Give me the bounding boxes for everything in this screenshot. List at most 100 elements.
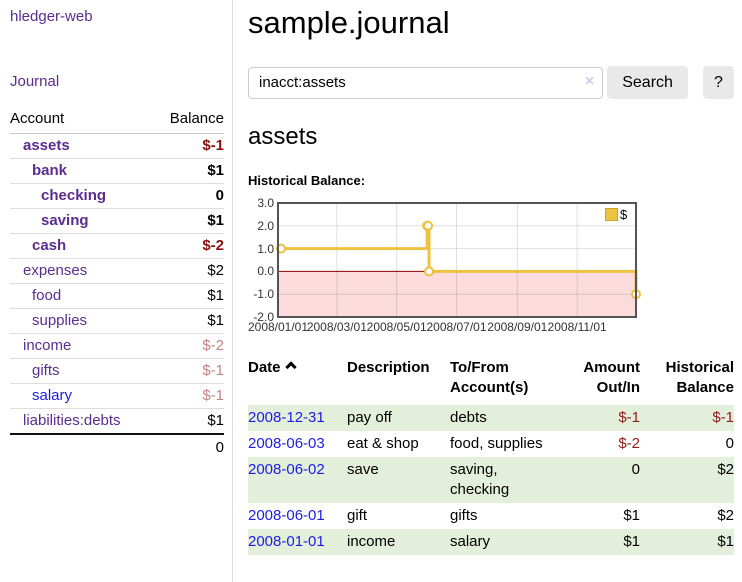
account-heading: assets [248,123,318,150]
register-row: 2008-12-31 pay off debts $-1 $-1 [248,405,734,431]
register-date-cell: 2008-06-02 [248,457,347,503]
chart-title: Historical Balance: [248,173,366,188]
transaction-date-link[interactable]: 2008-06-03 [248,435,325,452]
register-date-cell: 2008-06-01 [248,503,347,529]
register-amount-cell: $-1 [563,405,640,431]
account-row: income $-2 [10,333,224,359]
register-table-body: 2008-12-31 pay off debts $-1 $-1 2008-06-03 ea… [248,405,734,555]
register-row: 2008-06-03 eat & shop food, supplies $-2 0 [248,431,734,457]
account-link[interactable]: liabilities:debts [23,412,121,429]
register-accounts-cell: salary [450,529,563,555]
account-row: supplies $1 [10,308,224,334]
register-description-cell: income [347,529,450,555]
account-link[interactable]: gifts [32,362,60,379]
accounts-total-row: 0 [10,433,224,461]
search-input[interactable] [248,66,604,99]
account-balance: $-2 [153,233,224,259]
y-axis-tick: 2.0 [257,218,274,233]
x-axis-tick: 2008/01/01 [247,320,309,334]
search-input-wrap: × [248,66,604,99]
x-axis-tick: 2008/05/01 [366,320,427,334]
register-row: 2008-06-01 gift gifts $1 $2 [248,503,734,529]
accounts-column-balance: Balance [153,106,224,134]
register-column-accounts: To/From Account(s) [450,359,529,396]
main-content: sample.journal × Search ? assets Histori… [233,0,742,582]
account-balance: $-1 [153,383,224,409]
sidebar-item-journal[interactable]: Journal [10,73,60,90]
transaction-date-link[interactable]: 2008-06-01 [248,507,325,524]
account-link[interactable]: expenses [23,262,88,279]
account-row: gifts $-1 [10,358,224,384]
register-amount-cell: $1 [563,529,640,555]
account-balance: $1 [153,208,224,234]
account-link[interactable]: bank [32,162,68,179]
account-row: saving $1 [10,208,224,234]
account-link[interactable]: salary [32,387,73,404]
account-row: assets $-1 [10,134,224,159]
register-accounts-cell: gifts [450,507,478,524]
app-brand-link[interactable]: hledger-web [10,8,93,25]
accounts-column-account: Account [10,106,154,134]
account-link[interactable]: assets [23,137,70,154]
account-link[interactable]: supplies [32,312,88,329]
accounts-total-value: 0 [10,433,224,461]
account-row: salary $-1 [10,383,224,409]
register-balance-cell: $-1 [640,405,734,431]
register-description-cell: gift [347,507,368,524]
account-balance: $-1 [202,137,224,154]
accounts-table: Account Balance assets $-1 bank $1 checking 0… [10,106,224,461]
y-axis-tick: 0.0 [257,264,274,279]
account-link[interactable]: income [23,337,72,354]
x-axis-tick: 2008/07/01 [426,320,487,334]
account-balance: $-1 [153,358,224,384]
register-row: 2008-01-01 income salary $1 $1 [248,529,734,555]
register-row: 2008-06-02 save saving, checking 0 $2 [248,457,734,503]
account-balance: $1 [153,283,224,309]
account-balance: $1 [153,408,224,434]
account-balance: $1 [153,158,224,184]
register-column-date[interactable]: Date [248,358,347,405]
register-balance-cell: $2 [717,507,734,524]
search-button[interactable]: Search [607,66,688,99]
chart-legend: $ [605,207,627,222]
register-accounts-cell: debts [450,405,563,431]
register-accounts-cell: saving, checking [450,457,563,503]
transaction-date-link[interactable]: 2008-06-02 [248,461,325,478]
register-date-cell: 2008-01-01 [248,529,347,555]
account-link[interactable]: food [32,287,62,304]
register-accounts-cell: food, supplies [450,435,543,452]
register-column-description: Description [347,359,430,376]
y-axis-tick: 1.0 [257,241,274,256]
account-balance: $-2 [153,333,224,359]
search-row: × Search ? [248,66,734,99]
transaction-date-link[interactable]: 2008-12-31 [248,409,325,426]
transaction-date-link[interactable]: 2008-01-01 [248,533,325,550]
y-axis-tick: -1.0 [253,287,274,302]
register-amount-cell: $1 [623,507,640,524]
y-axis-tick: 3.0 [257,196,274,210]
accounts-table-header: Account Balance [10,106,224,134]
account-row: cash $-2 [10,233,224,259]
register-balance-cell: 0 [725,435,734,452]
help-button[interactable]: ? [702,66,734,99]
account-balance: $1 [153,308,224,334]
register-column-balance: Historical Balance [665,359,734,396]
register-balance-cell: $2 [640,457,734,503]
account-link[interactable]: checking [41,187,107,204]
register-date-cell: 2008-12-31 [248,405,347,431]
sort-ascending-icon [284,361,297,373]
register-description-cell: pay off [347,405,450,431]
clear-search-icon[interactable]: × [584,72,595,90]
register-balance-cell: $1 [640,529,734,555]
account-link[interactable]: saving [41,212,89,229]
register-amount-cell: $-2 [618,435,640,452]
register-description-cell: eat & shop [347,435,419,452]
account-balance: $2 [153,258,224,284]
page-title: sample.journal [248,5,450,40]
account-link[interactable]: cash [32,237,67,254]
chart-canvas [276,202,641,318]
register-column-amount: Amount Out/In [583,359,640,396]
x-axis-tick: 2008/09/01 [487,320,548,334]
y-axis-tick: -2.0 [253,310,274,324]
x-axis-tick: 2008/11/01 [547,320,607,334]
